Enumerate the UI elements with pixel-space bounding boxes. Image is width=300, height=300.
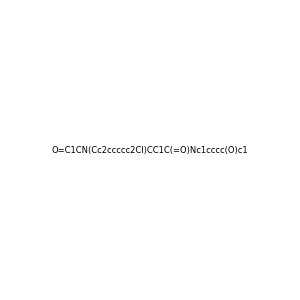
Text: O=C1CN(Cc2ccccc2Cl)CC1C(=O)Nc1cccc(O)c1: O=C1CN(Cc2ccccc2Cl)CC1C(=O)Nc1cccc(O)c1 [52,146,248,154]
